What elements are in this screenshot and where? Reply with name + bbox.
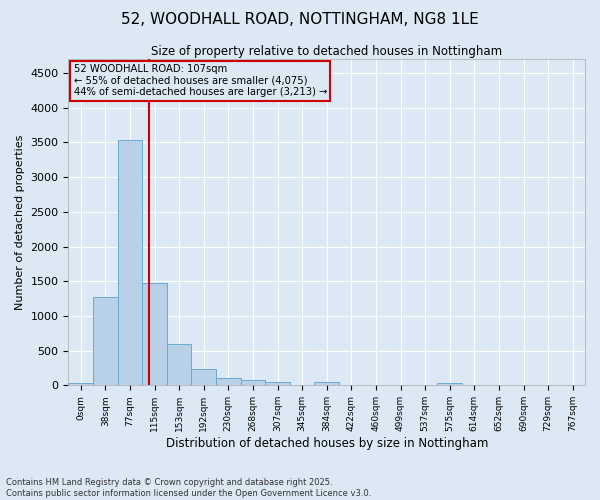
X-axis label: Distribution of detached houses by size in Nottingham: Distribution of detached houses by size …: [166, 437, 488, 450]
Text: 52 WOODHALL ROAD: 107sqm
← 55% of detached houses are smaller (4,075)
44% of sem: 52 WOODHALL ROAD: 107sqm ← 55% of detach…: [74, 64, 327, 98]
Text: Contains HM Land Registry data © Crown copyright and database right 2025.
Contai: Contains HM Land Registry data © Crown c…: [6, 478, 371, 498]
Bar: [167, 344, 191, 386]
Bar: [216, 378, 241, 386]
Bar: [437, 382, 462, 386]
Y-axis label: Number of detached properties: Number of detached properties: [15, 134, 25, 310]
Bar: [265, 382, 290, 386]
Bar: [241, 380, 265, 386]
Bar: [191, 368, 216, 386]
Text: 52, WOODHALL ROAD, NOTTINGHAM, NG8 1LE: 52, WOODHALL ROAD, NOTTINGHAM, NG8 1LE: [121, 12, 479, 28]
Title: Size of property relative to detached houses in Nottingham: Size of property relative to detached ho…: [151, 45, 502, 58]
Bar: [118, 140, 142, 386]
Bar: [93, 296, 118, 386]
Bar: [68, 384, 93, 386]
Bar: [142, 282, 167, 386]
Bar: [314, 382, 339, 386]
